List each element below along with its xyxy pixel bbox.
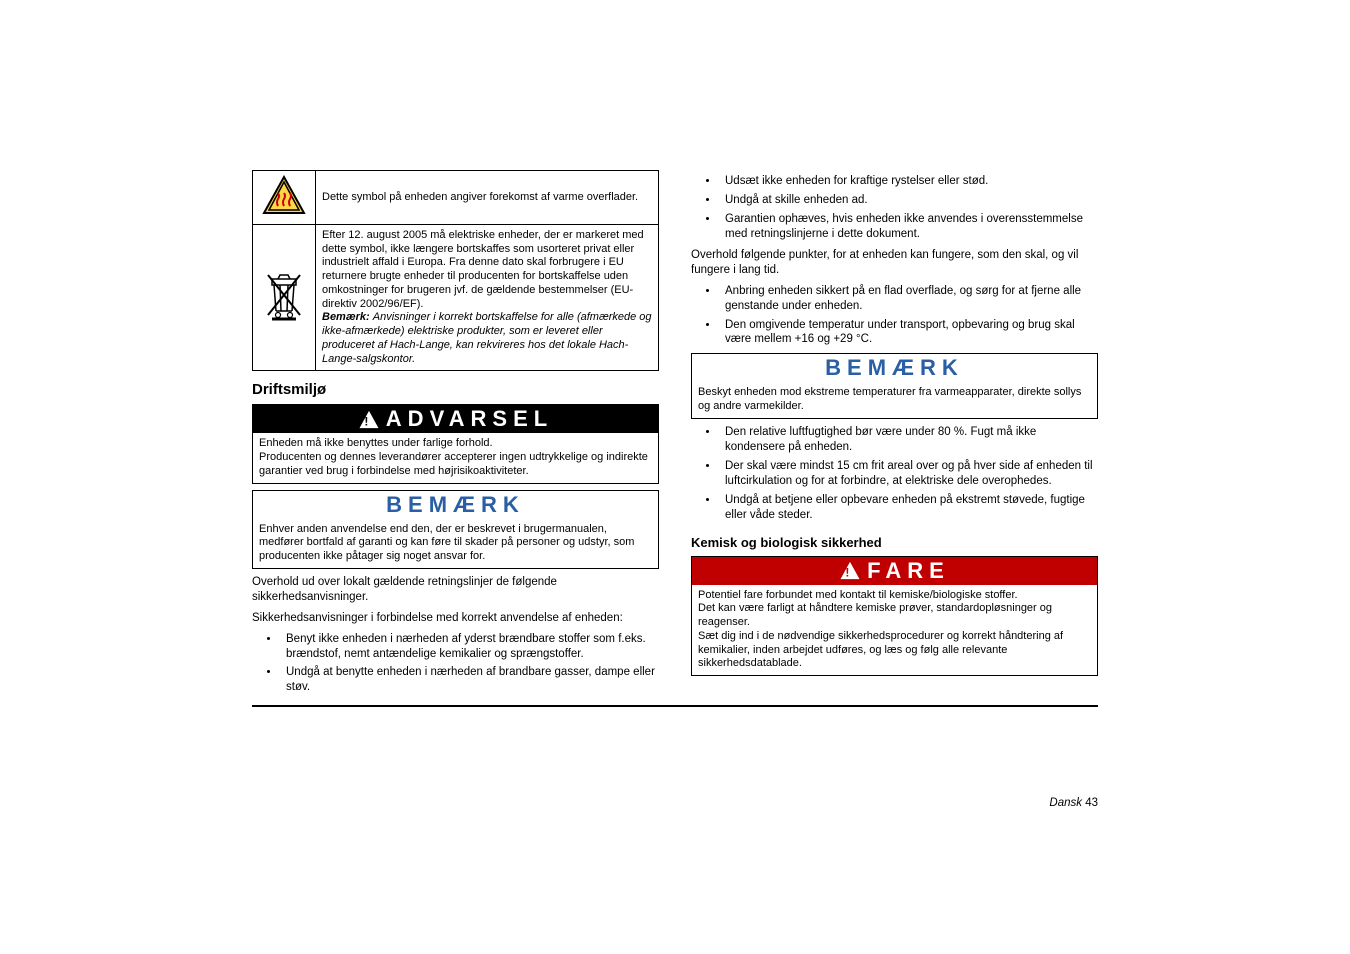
footer-lang: Dansk <box>1049 797 1082 809</box>
list-item: Benyt ikke enheden i nærheden af yderst … <box>280 632 659 662</box>
advarsel-body: Enheden må ikke benyttes under farlige f… <box>253 433 658 482</box>
left-bullets: Benyt ikke enheden i nærheden af yderst … <box>252 632 659 696</box>
hot-surface-icon <box>253 171 316 225</box>
left-column: Dette symbol på enheden angiver forekoms… <box>252 170 659 699</box>
bemaerk-body: Enhver anden anvendelse end den, der er … <box>253 519 658 568</box>
fare-body: Potentiel fare forbundet med kontakt til… <box>692 585 1097 676</box>
weee-icon <box>253 224 316 371</box>
svg-text:!: ! <box>364 414 373 428</box>
table-row: Dette symbol på enheden angiver forekoms… <box>253 171 659 225</box>
list-item: Den omgivende temperatur under transport… <box>719 318 1098 348</box>
mid-bullets: Anbring enheden sikkert på en flad overf… <box>691 284 1098 348</box>
top-bullets: Udsæt ikke enheden for kraftige rystelse… <box>691 174 1098 242</box>
list-item: Anbring enheden sikkert på en flad overf… <box>719 284 1098 314</box>
symbol-table: Dette symbol på enheden angiver forekoms… <box>252 170 659 371</box>
page-footer: Dansk 43 <box>1049 797 1098 809</box>
bemaerk-head: BEMÆRK <box>253 491 658 519</box>
list-item: Garantien ophæves, hvis enheden ikke anv… <box>719 212 1098 242</box>
list-item: Undgå at skille enheden ad. <box>719 193 1098 208</box>
body-paragraph: Overhold ud over lokalt gældende retning… <box>252 575 659 605</box>
section-heading-driftsmiljo: Driftsmiljø <box>252 381 659 398</box>
bemaerk-body: Beskyt enheden mod ekstreme temperaturer… <box>692 382 1097 418</box>
list-item: Undgå at benytte enheden i nærheden af b… <box>280 665 659 695</box>
list-item: Undgå at betjene eller opbevare enheden … <box>719 493 1098 523</box>
advarsel-banner: ! ADVARSEL Enheden må ikke benyttes unde… <box>252 404 659 483</box>
svg-text:!: ! <box>846 566 855 580</box>
right-column: Udsæt ikke enheden for kraftige rystelse… <box>691 170 1098 699</box>
low-bullets: Den relative luftfugtighed bør være unde… <box>691 425 1098 523</box>
list-item: Udsæt ikke enheden for kraftige rystelse… <box>719 174 1098 189</box>
subsection-heading: Kemisk og biologisk sikkerhed <box>691 535 1098 550</box>
fare-banner: ! FARE Potentiel fare forbundet med kont… <box>691 556 1098 677</box>
footer-page: 43 <box>1085 797 1098 809</box>
list-item: Den relative luftfugtighed bør være unde… <box>719 425 1098 455</box>
warning-triangle-icon: ! <box>839 561 861 580</box>
warning-triangle-icon: ! <box>358 410 380 429</box>
advarsel-head: ! ADVARSEL <box>253 405 658 433</box>
list-item: Der skal være mindst 15 cm frit areal ov… <box>719 459 1098 489</box>
bemaerk-head: BEMÆRK <box>692 354 1097 382</box>
table-row: Efter 12. august 2005 må elektriske enhe… <box>253 224 659 371</box>
footer-rule <box>252 705 1098 707</box>
body-paragraph: Overhold følgende punkter, for at enhede… <box>691 248 1098 278</box>
bemaerk-banner-left: BEMÆRK Enhver anden anvendelse end den, … <box>252 490 659 569</box>
fare-head: ! FARE <box>692 557 1097 585</box>
body-paragraph: Sikkerhedsanvisninger i forbindelse med … <box>252 611 659 626</box>
bemaerk-banner-right: BEMÆRK Beskyt enheden mod ekstreme tempe… <box>691 353 1098 419</box>
symbol-desc: Dette symbol på enheden angiver forekoms… <box>316 171 659 225</box>
symbol-desc: Efter 12. august 2005 må elektriske enhe… <box>316 224 659 371</box>
